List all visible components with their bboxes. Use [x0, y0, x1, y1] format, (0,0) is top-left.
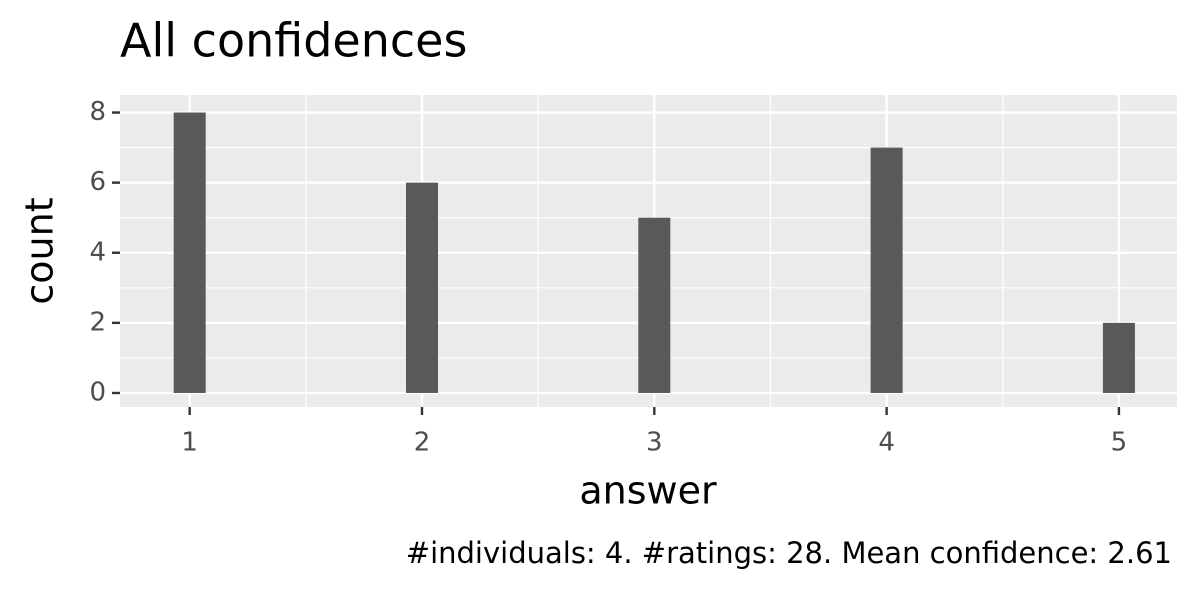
- x-tick-label: 1: [181, 428, 198, 458]
- y-tick-label: 0: [89, 377, 106, 407]
- y-axis-label: count: [18, 197, 62, 304]
- bar: [173, 112, 206, 393]
- bar: [870, 147, 903, 393]
- x-tick-label: 2: [414, 428, 431, 458]
- bar: [1102, 322, 1135, 393]
- caption: #individuals: 4. #ratings: 28. Mean conf…: [406, 536, 1172, 570]
- y-tick-label: 6: [89, 167, 106, 197]
- x-tick-label: 5: [1111, 428, 1128, 458]
- y-tick-label: 4: [89, 237, 106, 267]
- y-tick-label: 8: [89, 97, 106, 127]
- x-tick-label: 4: [878, 428, 895, 458]
- bar: [406, 182, 438, 393]
- chart-title: All confidences: [120, 14, 467, 68]
- bar: [638, 217, 671, 393]
- x-tick-label: 3: [646, 428, 663, 458]
- y-tick-label: 2: [89, 307, 106, 337]
- x-axis-label: answer: [579, 469, 717, 513]
